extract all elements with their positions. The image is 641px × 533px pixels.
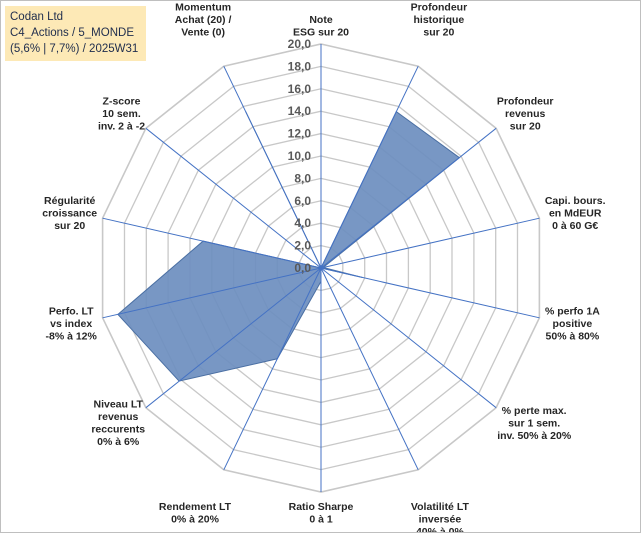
axis-spoke [223, 65, 322, 269]
axis-spoke [320, 267, 497, 409]
axis-label: Volatilité LT inversée 40% à 0% [411, 501, 470, 532]
tick-label: 12,0 [288, 127, 312, 141]
axis-label: Momentum Achat (20) / Vente (0) [175, 2, 232, 39]
tick-label: 2,0 [294, 239, 311, 253]
axis-label: Perfo. LT vs index -8% à 12% [46, 305, 98, 342]
axis-label: % perfo 1A positive 50% à 80% [545, 305, 600, 342]
tick-label: 0,0 [294, 261, 311, 275]
axis-label: Note ESG sur 20 [293, 14, 349, 39]
tick-label: 8,0 [294, 171, 311, 185]
portfolio-stats: (5,6% | 7,7%) / 2025W31 [10, 43, 139, 55]
info-box: Codan Ltd C4_Actions / 5_MONDE (5,6% | 7… [5, 6, 146, 61]
company-name: Codan Ltd [10, 11, 64, 23]
axis-spoke [102, 217, 322, 269]
tick-label: 16,0 [288, 82, 312, 96]
tick-label: 6,0 [294, 194, 311, 208]
axis-spoke [223, 267, 322, 471]
axis-spoke [320, 267, 419, 471]
axis-label: Capi. bours. en MdEUR 0 à 60 G€ [545, 195, 606, 232]
tick-label: 18,0 [288, 59, 312, 73]
axis-label: Ratio Sharpe 0 à 1 [289, 501, 354, 526]
axis-label: Profondeur revenus sur 20 [497, 96, 554, 133]
axis-spoke [320, 267, 540, 319]
tick-label: 20,0 [288, 37, 312, 51]
tick-label: 4,0 [294, 216, 311, 230]
axis-spoke [320, 127, 497, 269]
axis-spoke [145, 127, 322, 269]
axis-label: Niveau LT revenus reccurents 0% à 6% [91, 399, 145, 449]
axis-spoke [102, 267, 322, 319]
portfolio-name: C4_Actions / 5_MONDE [10, 27, 134, 39]
axis-spoke [320, 217, 540, 269]
axis-label: Profondeur historique sur 20 [411, 2, 468, 39]
axis-label: Régularité croissance sur 20 [42, 195, 97, 232]
tick-label: 14,0 [288, 104, 312, 118]
axis-label: Rendement LT 0% à 20% [159, 501, 232, 526]
axis-spoke [145, 267, 322, 409]
axis-spoke [320, 65, 419, 269]
axis-label: Z-score 10 sem. inv. 2 à -2 [98, 96, 145, 133]
tick-label: 10,0 [288, 149, 312, 163]
axis-label: % perte max. sur 1 sem. inv. 50% à 20% [497, 405, 572, 442]
